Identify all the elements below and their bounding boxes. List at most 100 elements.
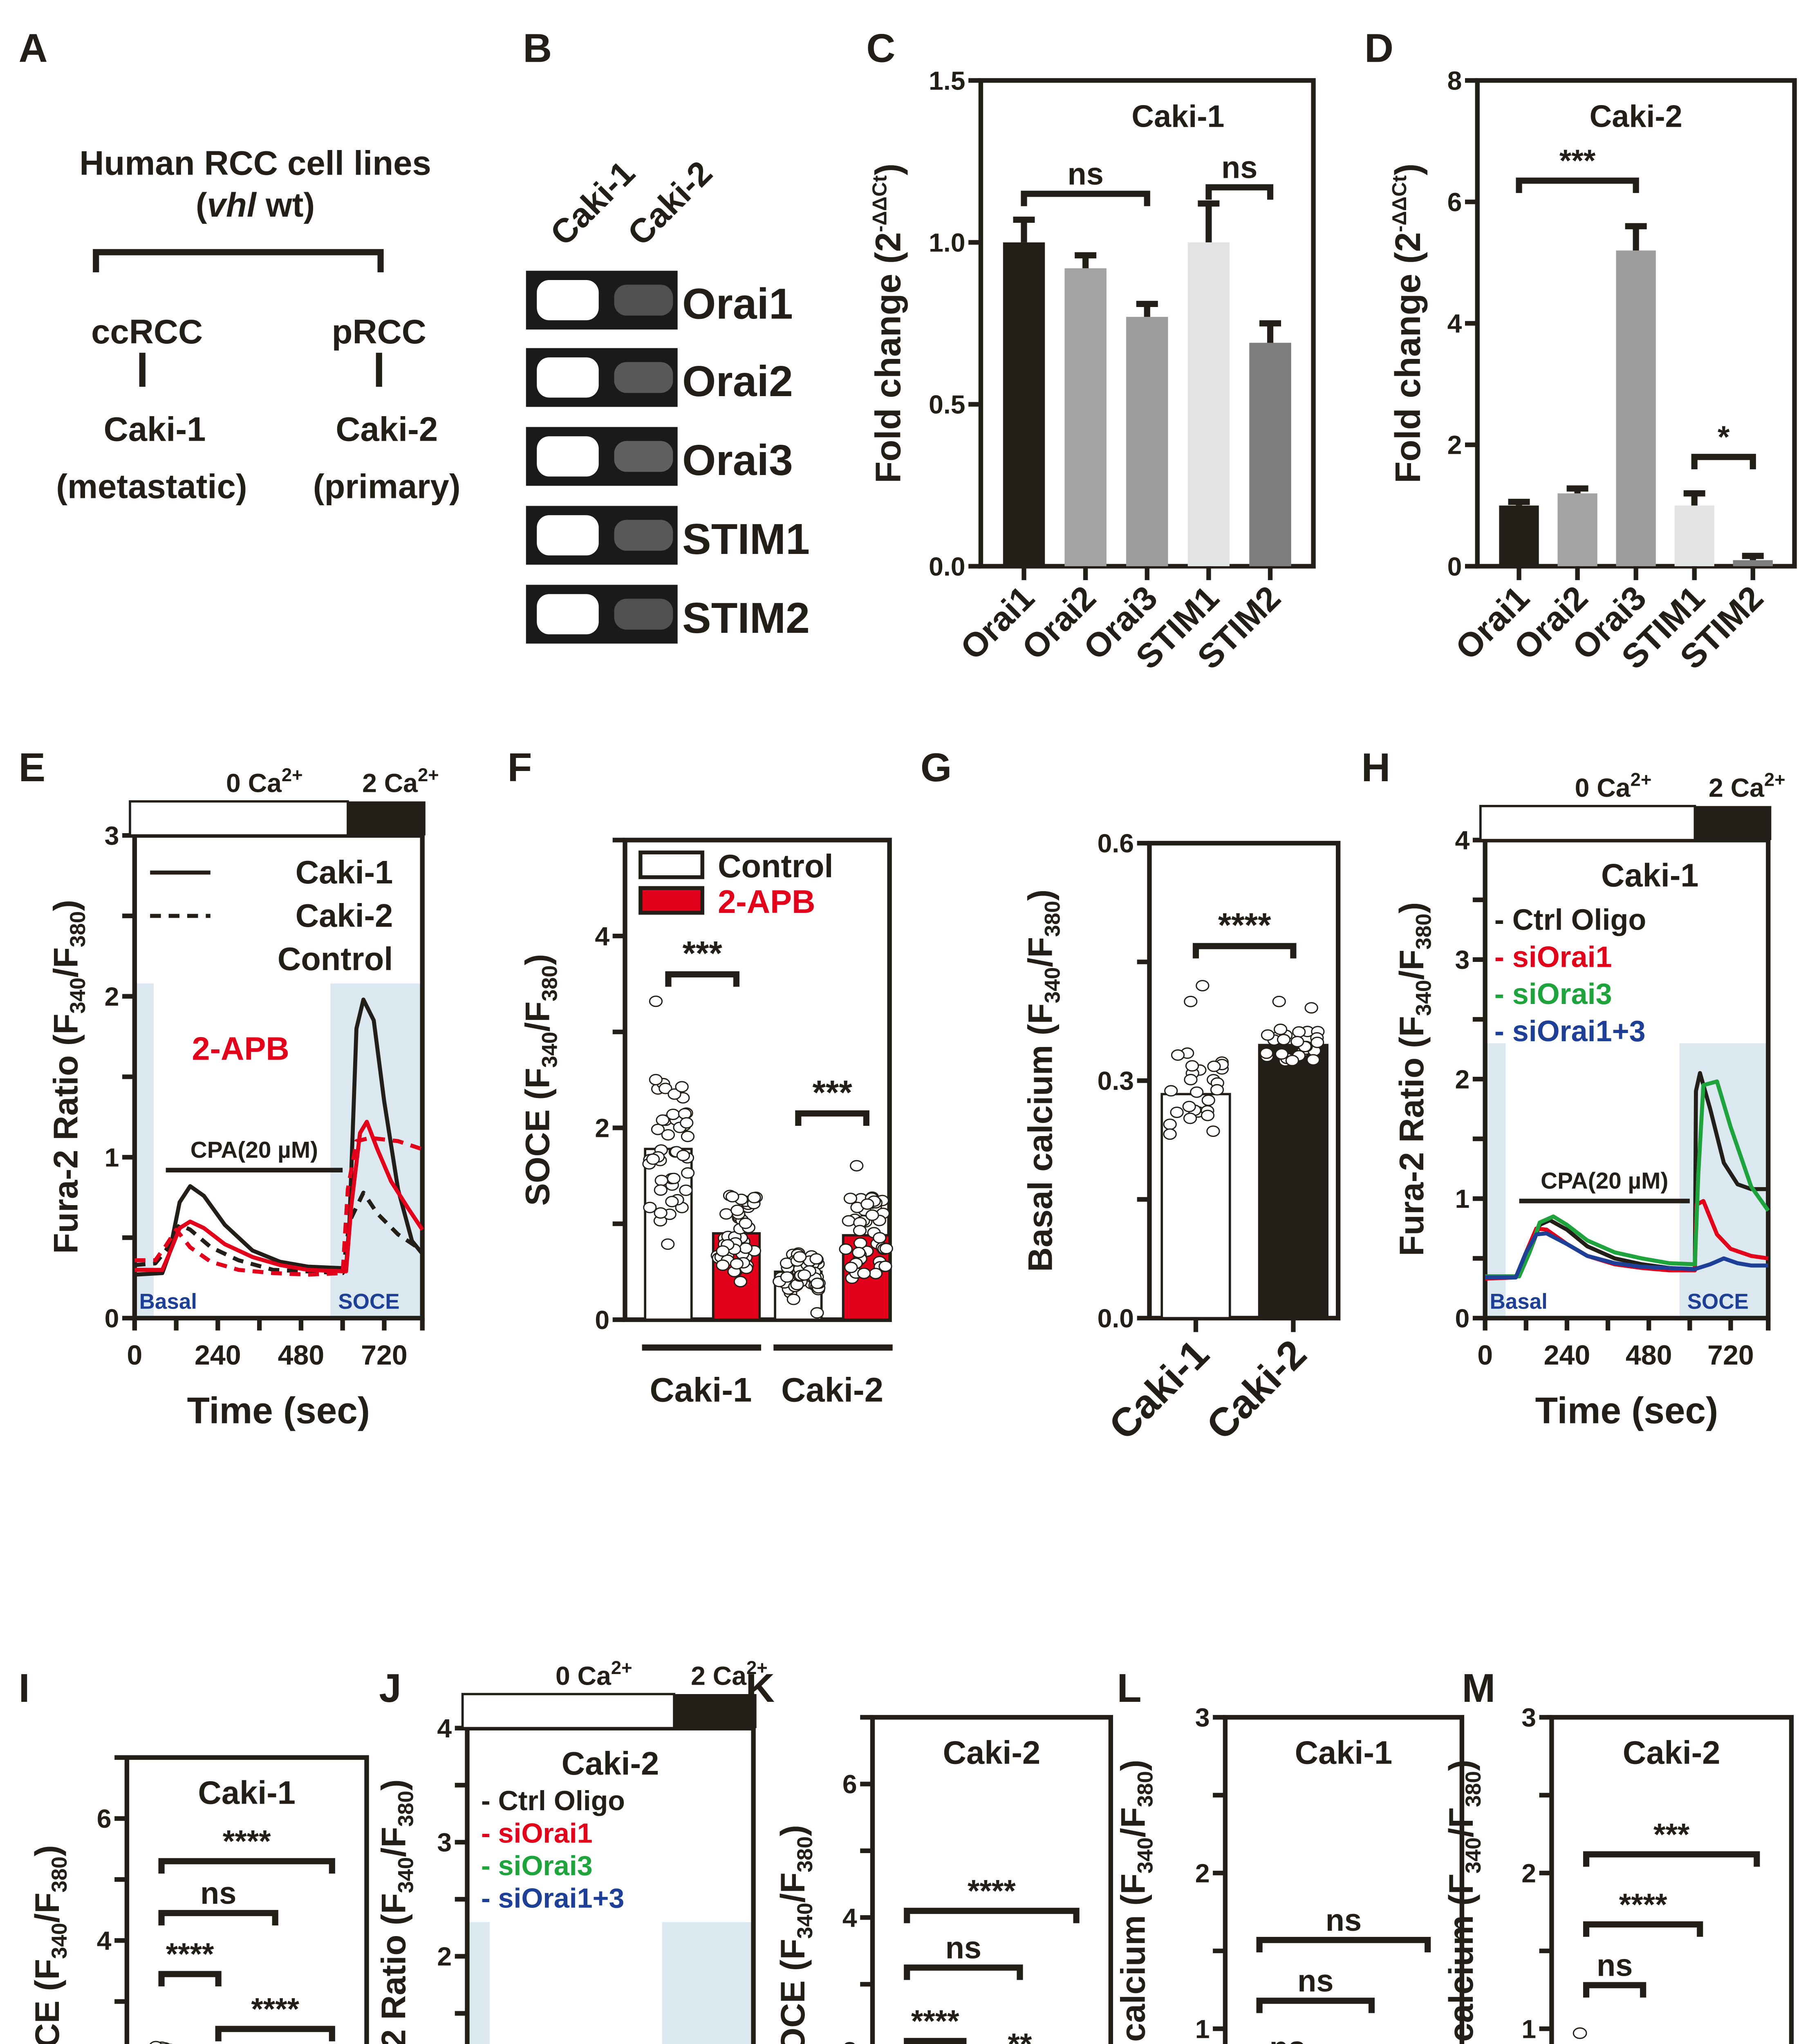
panel-a-ccrcc: ccRCC — [91, 313, 203, 351]
y-axis-label-main: SOCE (F — [774, 1939, 812, 2044]
significance-bracket — [215, 2026, 335, 2042]
y-tick-label: 3 — [1455, 945, 1470, 975]
bar — [1064, 268, 1107, 567]
data-point — [853, 1225, 867, 1237]
y-tick-label: 0.0 — [1098, 1304, 1134, 1333]
plot-title: Caki-1 — [198, 1775, 296, 1811]
y-tick-label: 1 — [105, 1143, 119, 1172]
y-axis-label: Basal calcium (F340/F380) — [1442, 1759, 1485, 2044]
x-tick-label: 0 — [1477, 1340, 1493, 1371]
data-point — [873, 1232, 887, 1244]
gel-band-caki2 — [614, 362, 673, 393]
y-axis-label-slash: /F — [47, 947, 85, 977]
gel-band-caki2 — [614, 520, 673, 551]
panel-i-chart: 0246SOCE (F340/F380)Caki-1Ctrl OligosiOr… — [28, 1755, 369, 2044]
data-point — [1261, 1029, 1275, 1041]
y-tick-label: 2 — [105, 982, 119, 1011]
cpa-label: CPA(20 µM) — [1541, 1168, 1668, 1194]
data-point — [679, 1184, 693, 1196]
gel-band-caki2 — [614, 598, 673, 630]
group-label: Caki-1 — [650, 1371, 752, 1409]
data-point — [857, 1267, 871, 1279]
y-axis-label-main: Fura-2 Ratio (F — [375, 1893, 413, 2044]
y-tick-label: 2 — [1455, 1065, 1470, 1094]
panel-a-prcc: pRCC — [332, 313, 426, 351]
legend-label: - siOrai1+3 — [1494, 1015, 1646, 1048]
y-axis-label-sub: 380 — [66, 911, 90, 947]
panel-letter-b: B — [523, 25, 552, 70]
bath-label-sup: 2+ — [1764, 769, 1785, 790]
legend-swatch-2apb — [638, 886, 704, 915]
y-axis-label-sub: 380 — [1133, 1771, 1158, 1807]
y-axis-label-sup: -ΔΔCt — [1388, 175, 1411, 232]
data-point — [842, 1215, 856, 1227]
y-tick-label: 8 — [1447, 66, 1462, 96]
significance-label: **** — [968, 1874, 1016, 1909]
panel-a-subtitle: (vhl wt) — [196, 186, 315, 224]
data-point — [1285, 1055, 1299, 1067]
data-point — [1184, 1074, 1198, 1085]
y-axis-label-sub: 340 — [1133, 1838, 1158, 1874]
y-axis-label-main: SOCE (F — [519, 1068, 557, 1206]
y-tick-label: 4 — [842, 1903, 857, 1932]
data-point — [733, 1276, 748, 1288]
gel-band-caki1 — [537, 594, 599, 634]
significance-bracket — [158, 1858, 335, 1874]
bar — [1499, 505, 1539, 567]
y-axis-label-main: Basal calcium (F — [1021, 1003, 1060, 1272]
y-axis-label-sub: 380 — [793, 1836, 817, 1872]
data-point — [1196, 980, 1210, 992]
bath-label-text: 0 Ca — [226, 769, 282, 798]
panel-h-chart: Basal SOCE 0 1 2 3 4 Fura-2 Ratio (F340/F380) Ca… — [1393, 769, 1785, 1432]
data-point — [839, 1243, 853, 1255]
data-point — [1259, 1047, 1274, 1059]
bath-label-text: 2 Ca — [362, 769, 418, 798]
y-tick-label: 1.5 — [929, 66, 965, 96]
legend-label: 2-APB — [718, 883, 815, 920]
y-tick-label: 2 — [1521, 1858, 1536, 1888]
y-axis-label: Fold change (2-ΔΔCt) — [869, 164, 908, 483]
significance-label: *** — [813, 1074, 853, 1112]
y-axis-label-sub: 380 — [538, 965, 562, 1001]
y-axis-label-sub: 340 — [394, 1857, 418, 1893]
panel-e-chart: Basal SOCE 0 1 2 3 Fura-2 Ratio (F340/F380) 0 24… — [47, 764, 439, 1432]
data-point — [654, 1174, 668, 1186]
gel-band-caki1 — [537, 515, 599, 556]
data-point — [659, 1083, 672, 1094]
data-point — [1170, 1106, 1184, 1118]
y-tick-label: 2 — [842, 2037, 857, 2044]
data-point — [1183, 1112, 1197, 1124]
y-axis-label-sub: 380 — [47, 1856, 72, 1892]
x-tick-label: 480 — [1626, 1340, 1672, 1371]
legend-label: - siOrai1 — [1494, 941, 1612, 973]
panel-letter-i: I — [18, 1665, 29, 1710]
panel-letter-j: J — [379, 1665, 401, 1710]
bar — [1557, 493, 1597, 567]
data-point — [649, 995, 663, 1007]
y-tick-label: 3 — [1195, 1703, 1210, 1732]
data-point — [667, 1172, 681, 1184]
panel-k-chart: 0246SOCE (F340/F380)Caki-2Ctrl OligosiOr… — [774, 1715, 1113, 2044]
data-point — [1190, 1086, 1204, 1098]
bath-label-text: 2 Ca — [691, 1661, 747, 1690]
plot-frame — [124, 1755, 369, 2044]
significance-bracket — [158, 1971, 222, 1987]
y-axis-label-slash: /F — [1393, 950, 1431, 980]
significance-label: *** — [1559, 143, 1596, 178]
data-point — [675, 1081, 689, 1093]
region-label: SOCE — [338, 1290, 399, 1314]
legend-label: Control — [718, 848, 833, 884]
significance-label: ns — [1221, 150, 1257, 185]
y-tick-label: 4 — [595, 921, 609, 951]
data-point — [681, 1130, 695, 1142]
panel-m-chart: 0123Basal calcium (F340/F380)Caki-2Ctrl … — [1442, 1703, 1794, 2044]
significance-bracket — [904, 2038, 967, 2044]
legend-label-2apb: 2-APB — [192, 1030, 289, 1067]
y-axis-label-slash: /F — [1442, 1807, 1480, 1838]
significance-label: **** — [1619, 1887, 1667, 1922]
y-axis-label-slash: /F — [375, 1827, 413, 1857]
data-point — [852, 1246, 866, 1258]
error-bar — [1259, 320, 1281, 343]
bath-label-sup: 2+ — [282, 764, 303, 785]
series-line-siorai1-3 — [1485, 1231, 1768, 1280]
